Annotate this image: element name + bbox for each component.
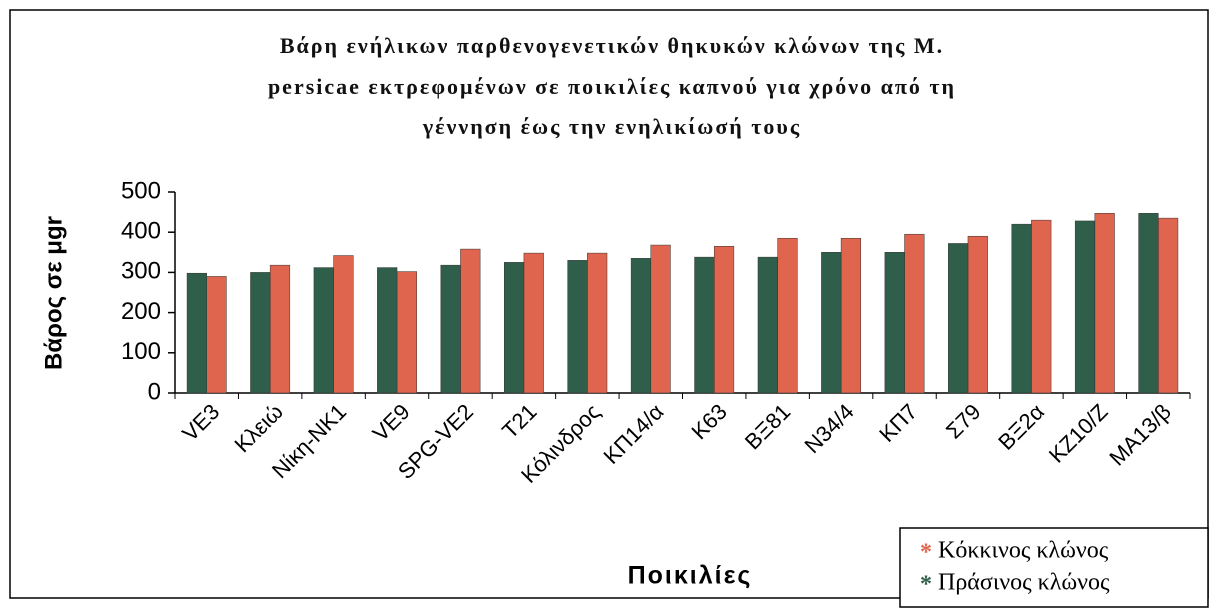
chart-title: γέννηση έως την ενηλικίωσή τους <box>422 114 801 139</box>
x-tick-label: Κλειώ <box>229 399 287 457</box>
y-tick-label: 100 <box>121 338 161 365</box>
legend-box <box>899 527 1209 608</box>
bar <box>567 260 588 394</box>
bar <box>587 252 608 394</box>
x-tick-label: VE3 <box>177 399 224 446</box>
bar <box>694 256 715 394</box>
bar <box>821 252 842 394</box>
x-tick-label: ΚΠ14/α <box>599 399 669 469</box>
x-tick-label: Σ79 <box>941 399 986 444</box>
x-tick-label: Κ63 <box>686 399 731 444</box>
bar <box>904 233 925 394</box>
bar <box>1011 223 1032 394</box>
y-tick-label: 500 <box>121 177 161 204</box>
bar <box>460 248 481 394</box>
bar <box>396 271 417 394</box>
y-tick-label: 200 <box>121 298 161 325</box>
bar <box>967 235 988 394</box>
bar <box>206 276 227 394</box>
x-tick-label: Ν34/4 <box>800 399 859 458</box>
bar <box>1158 217 1179 394</box>
legend-label: Πράσινος κλώνος <box>938 570 1110 596</box>
bar <box>333 255 354 394</box>
legend-marker: * <box>920 572 932 598</box>
chart-title: Βάρη ενήλικων παρθενογενετικών θηκυκών κ… <box>280 33 944 58</box>
bar <box>1138 213 1159 394</box>
x-tick-label: ΜΑ13/β <box>1104 399 1176 471</box>
bar <box>1031 219 1052 394</box>
chart-frame <box>9 9 1209 599</box>
bar <box>630 258 652 394</box>
y-tick-label: 300 <box>121 258 161 285</box>
y-axis-title: Βάρος σε μgr <box>40 216 67 370</box>
bar <box>440 264 461 394</box>
bar <box>840 237 862 394</box>
bar <box>650 244 671 394</box>
bar <box>523 252 544 394</box>
bar <box>377 267 398 394</box>
bar <box>503 262 525 394</box>
bar <box>313 267 334 394</box>
y-tick-label: 400 <box>121 218 161 245</box>
x-tick-label: ΒΞ2α <box>993 399 1049 455</box>
x-tick-label: ΚΖ10/Ζ <box>1044 399 1113 468</box>
legend-marker: * <box>920 540 932 566</box>
chart-title: persicae εκτρεφομένων σε ποικιλίες καπνο… <box>268 74 956 99</box>
bar <box>1094 213 1115 394</box>
x-tick-label: VE9 <box>368 399 415 446</box>
bar <box>777 237 798 394</box>
bar <box>948 243 969 394</box>
x-tick-label: ΚΠ7 <box>874 399 922 447</box>
bar <box>250 272 271 394</box>
bar <box>186 272 207 394</box>
legend-label: Κόκκινος κλώνος <box>938 538 1109 564</box>
bar <box>884 252 905 394</box>
bar <box>1074 220 1096 394</box>
x-axis-title: Ποικιλίες <box>628 562 753 590</box>
x-tick-label: ΒΞ81 <box>740 399 795 454</box>
bar <box>757 256 778 394</box>
y-tick-label: 0 <box>148 378 161 405</box>
x-tick-label: T21 <box>497 399 541 443</box>
bar <box>713 246 735 394</box>
bar <box>269 264 291 394</box>
